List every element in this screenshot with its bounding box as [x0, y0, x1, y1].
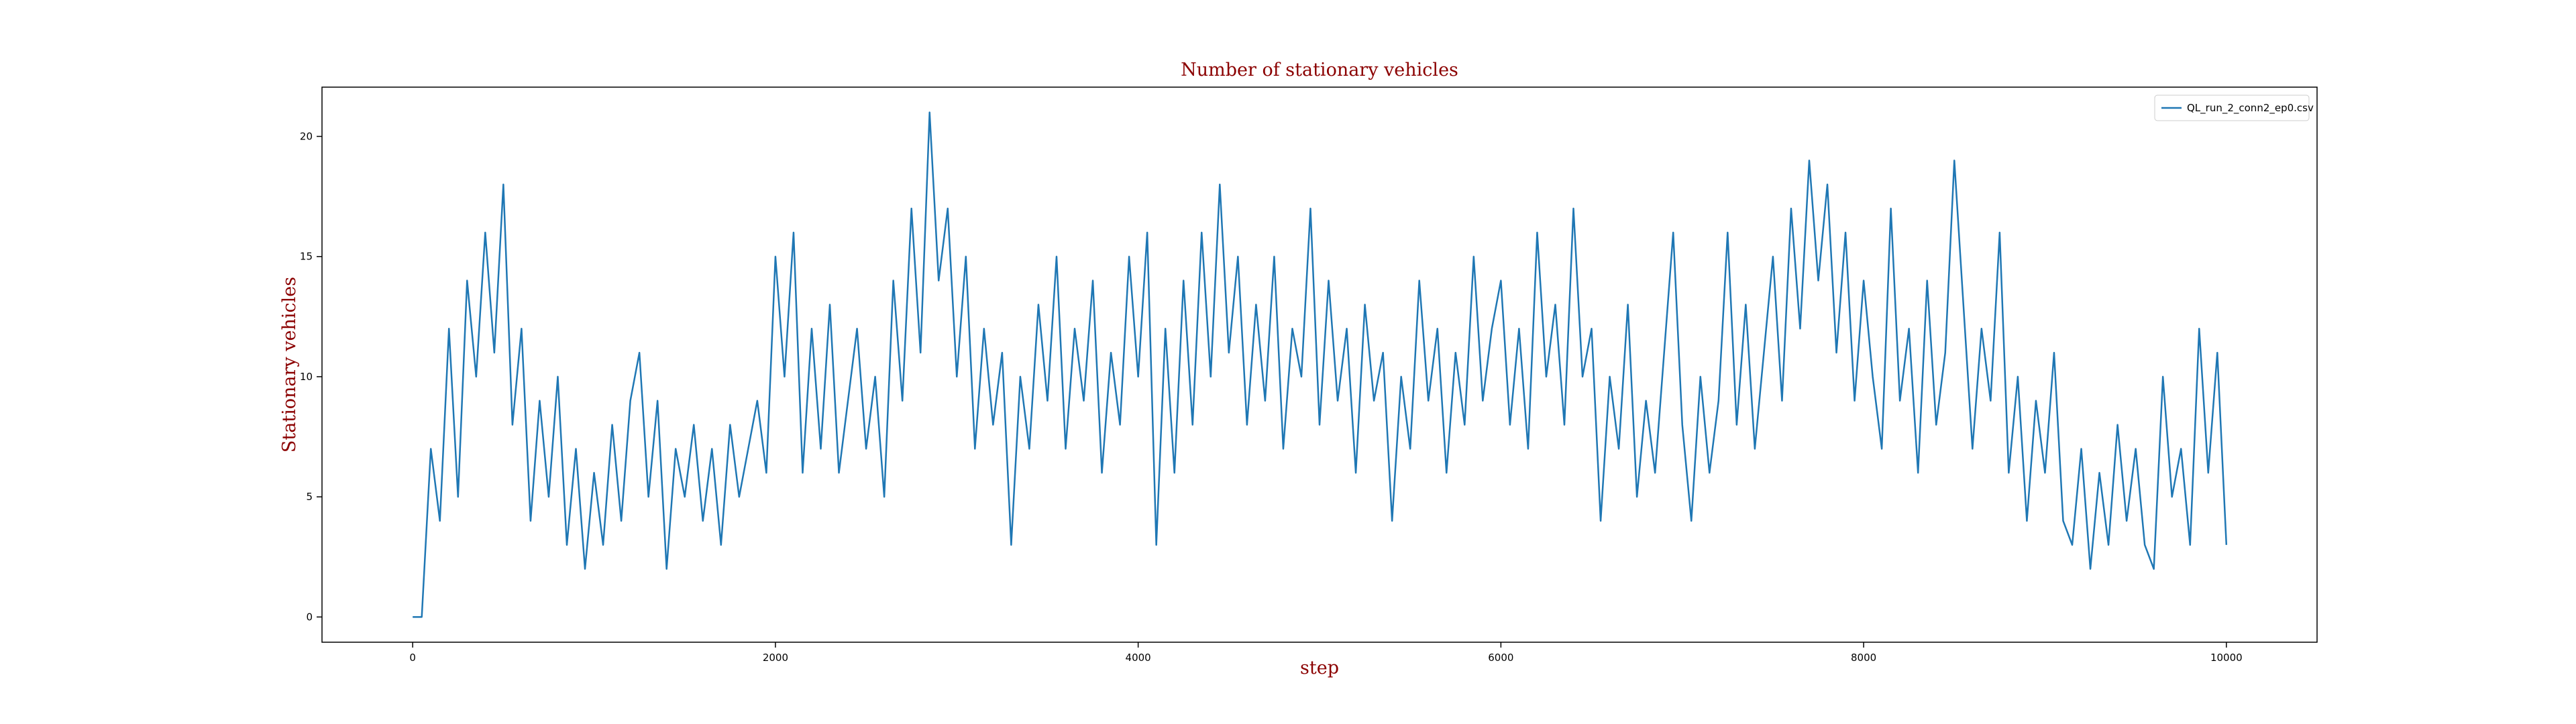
axes-frame — [321, 86, 2318, 643]
chart-title: Number of stationary vehicles — [1181, 60, 1458, 80]
data-line — [413, 111, 2228, 618]
x-tick-label: 4000 — [1126, 652, 1151, 664]
x-tick-label: 2000 — [763, 652, 788, 664]
legend-box — [2154, 95, 2310, 121]
y-tick-label: 15 — [300, 251, 313, 263]
y-tick-label: 10 — [300, 371, 313, 383]
legend-label: QL_run_2_conn2_ep0.csv — [2187, 102, 2314, 115]
x-tick-label: 0 — [409, 652, 416, 664]
x-tick-label: 10000 — [2210, 652, 2243, 664]
y-tick-label: 5 — [306, 491, 313, 503]
x-tick-label: 8000 — [1851, 652, 1876, 664]
y-tick-label: 20 — [300, 130, 313, 142]
y-axis-label: Stationary vehicles — [279, 277, 300, 452]
x-tick-label: 6000 — [1488, 652, 1513, 664]
y-tick-label: 0 — [306, 611, 313, 623]
x-axis-label: step — [1300, 658, 1339, 678]
